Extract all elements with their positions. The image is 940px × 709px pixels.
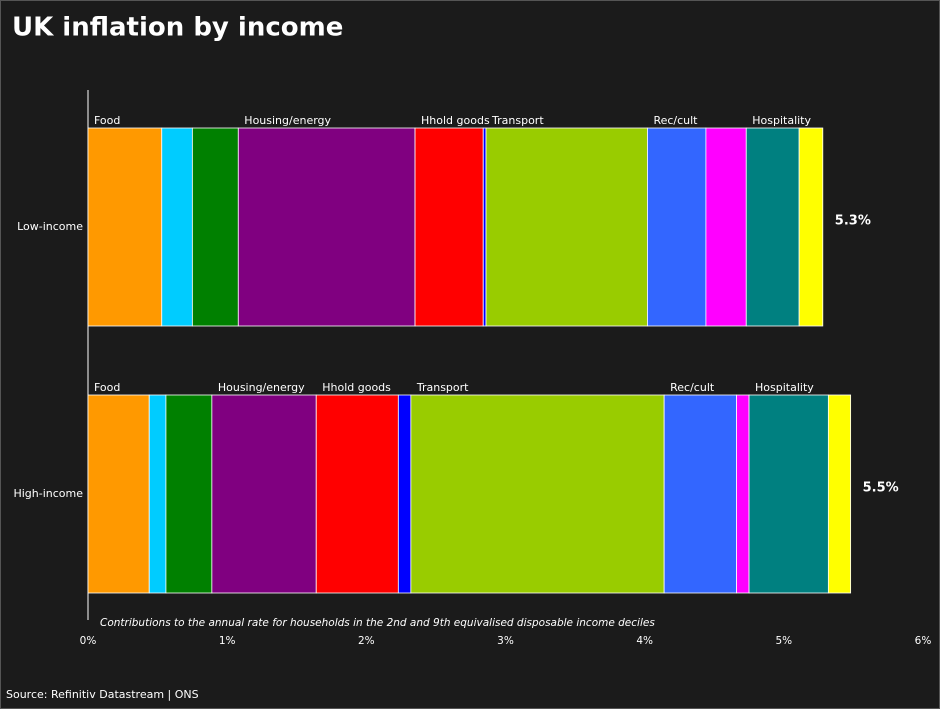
segment-label: Food [94, 114, 120, 127]
bar-segment [736, 394, 750, 594]
bar-segment [748, 394, 829, 594]
bar-segment [485, 127, 648, 327]
bar-segment [705, 127, 747, 327]
segment-label: Rec/cult [670, 381, 715, 394]
chart-title: UK inflation by income [12, 13, 343, 43]
bar-segment [798, 127, 824, 327]
bar-segment [87, 127, 163, 327]
bar-segment [161, 127, 193, 327]
total-label: 5.5% [863, 481, 899, 496]
bar-segment [482, 127, 487, 327]
note: Contributions to the annual rate for hou… [100, 617, 655, 629]
x-tick-label: 4% [636, 635, 653, 647]
bar-segment [148, 394, 167, 594]
bar-segment [397, 394, 412, 594]
bar-segment [237, 127, 416, 327]
bar-segment [87, 394, 150, 594]
segment-label: Rec/cult [653, 114, 698, 127]
bar-segment [414, 127, 484, 327]
x-tick-label: 1% [219, 635, 236, 647]
segment-label: Food [94, 381, 120, 394]
segment-label: Transport [416, 381, 469, 394]
bar-segment [647, 127, 707, 327]
x-tick-label: 0% [80, 635, 97, 647]
bar-segment [663, 394, 737, 594]
bar-segment [827, 394, 852, 594]
source: Source: Refinitiv Datastream | ONS [6, 688, 199, 701]
bar-segment [211, 394, 317, 594]
y-tick-label: High-income [13, 487, 83, 500]
bar-segment [315, 394, 399, 594]
x-tick-label: 6% [915, 635, 932, 647]
segment-label: Housing/energy [218, 381, 305, 394]
segment-label: Hospitality [752, 114, 811, 127]
segment-label: Hhold goods [421, 114, 490, 127]
bar-segment [191, 127, 239, 327]
total-label: 5.3% [835, 214, 871, 229]
segment-label: Hospitality [755, 381, 814, 394]
bar-segment [410, 394, 665, 594]
x-tick-label: 2% [358, 635, 375, 647]
bar-segment [165, 394, 213, 594]
segment-label: Hhold goods [322, 381, 391, 394]
y-tick-label: Low-income [17, 220, 83, 233]
x-tick-label: 5% [775, 635, 792, 647]
segment-label: Transport [491, 114, 544, 127]
segment-label: Housing/energy [244, 114, 331, 127]
bar-segment [745, 127, 800, 327]
x-tick-label: 3% [497, 635, 514, 647]
